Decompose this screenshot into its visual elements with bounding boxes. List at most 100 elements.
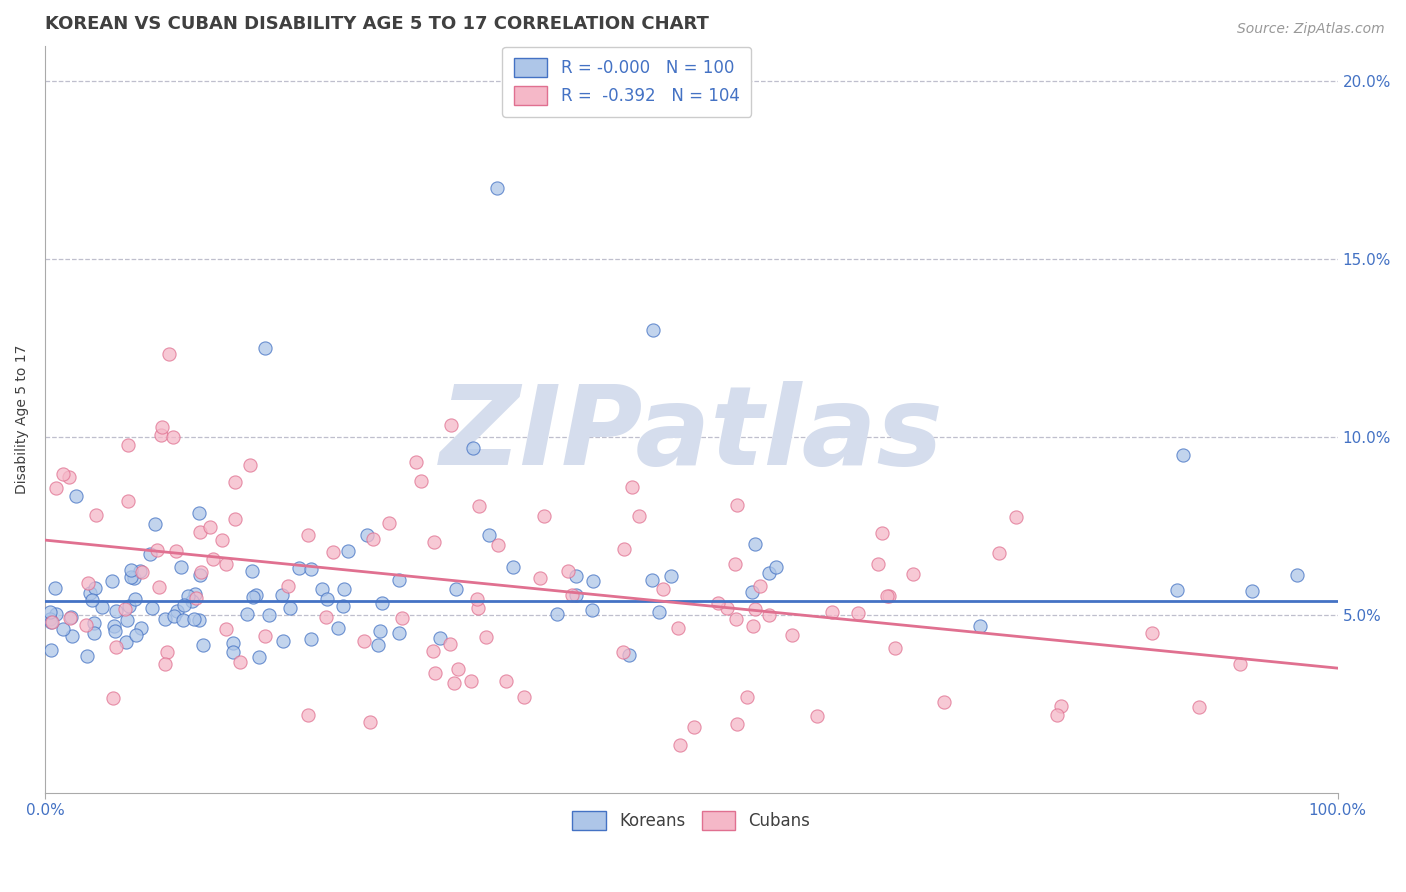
Y-axis label: Disability Age 5 to 17: Disability Age 5 to 17 xyxy=(15,344,30,494)
Point xyxy=(172,613,194,627)
Point xyxy=(117,494,139,508)
Text: Source: ZipAtlas.com: Source: ZipAtlas.com xyxy=(1237,22,1385,37)
Point xyxy=(846,606,869,620)
Point xyxy=(188,506,211,520)
Point xyxy=(513,690,536,704)
Point xyxy=(356,528,378,542)
Point xyxy=(45,481,67,495)
Point xyxy=(188,524,211,539)
Point xyxy=(478,528,501,542)
Point xyxy=(617,648,640,662)
Point xyxy=(669,738,692,752)
Point xyxy=(242,591,264,605)
Point xyxy=(120,570,142,584)
Point xyxy=(222,636,245,650)
Point xyxy=(114,635,136,649)
Point xyxy=(661,568,683,582)
Point xyxy=(423,665,446,680)
Point xyxy=(221,644,243,658)
Point xyxy=(183,612,205,626)
Point xyxy=(468,499,491,513)
Point xyxy=(1171,448,1194,462)
Point xyxy=(128,564,150,578)
Point xyxy=(131,566,153,580)
Point xyxy=(495,673,517,688)
Point xyxy=(235,607,257,622)
Point xyxy=(359,714,381,729)
Point xyxy=(440,417,463,432)
Point xyxy=(187,614,209,628)
Point xyxy=(115,613,138,627)
Point xyxy=(443,676,465,690)
Point xyxy=(103,618,125,632)
Point xyxy=(180,593,202,607)
Point xyxy=(744,537,766,551)
Point xyxy=(581,603,603,617)
Point xyxy=(41,615,63,629)
Point xyxy=(332,582,354,597)
Point xyxy=(872,526,894,541)
Point xyxy=(215,558,238,572)
Point xyxy=(202,552,225,566)
Point xyxy=(139,547,162,561)
Point xyxy=(620,480,643,494)
Point xyxy=(83,625,105,640)
Point xyxy=(75,618,97,632)
Point xyxy=(124,591,146,606)
Point xyxy=(125,628,148,642)
Point xyxy=(215,623,238,637)
Legend: Koreans, Cubans: Koreans, Cubans xyxy=(565,804,817,837)
Point xyxy=(744,602,766,616)
Point xyxy=(546,607,568,621)
Point xyxy=(1140,626,1163,640)
Point xyxy=(446,582,468,596)
Point xyxy=(467,600,489,615)
Point xyxy=(409,474,432,488)
Point xyxy=(371,596,394,610)
Point xyxy=(1188,700,1211,714)
Point xyxy=(163,608,186,623)
Point xyxy=(725,716,748,731)
Point xyxy=(353,634,375,648)
Point xyxy=(76,648,98,663)
Point xyxy=(748,579,770,593)
Point xyxy=(367,638,389,652)
Point xyxy=(724,612,747,626)
Point xyxy=(271,588,294,602)
Text: KOREAN VS CUBAN DISABILITY AGE 5 TO 17 CORRELATION CHART: KOREAN VS CUBAN DISABILITY AGE 5 TO 17 C… xyxy=(45,15,709,33)
Point xyxy=(565,569,588,583)
Point xyxy=(765,559,787,574)
Point xyxy=(901,566,924,581)
Point xyxy=(157,346,180,360)
Point xyxy=(429,632,451,646)
Point xyxy=(153,612,176,626)
Point xyxy=(1286,567,1309,582)
Point xyxy=(83,582,105,596)
Point xyxy=(707,596,730,610)
Point xyxy=(378,516,401,530)
Point xyxy=(557,565,579,579)
Point xyxy=(363,532,385,546)
Point xyxy=(613,541,636,556)
Point xyxy=(79,586,101,600)
Point xyxy=(120,563,142,577)
Point xyxy=(277,579,299,593)
Point xyxy=(247,650,270,665)
Point xyxy=(725,498,748,512)
Point xyxy=(969,619,991,633)
Point xyxy=(683,720,706,734)
Point xyxy=(129,621,152,635)
Point xyxy=(561,588,583,602)
Point xyxy=(326,622,349,636)
Point xyxy=(105,640,128,654)
Point xyxy=(150,420,173,434)
Point xyxy=(627,508,650,523)
Point xyxy=(315,610,337,624)
Point xyxy=(716,601,738,615)
Point xyxy=(193,638,215,652)
Point xyxy=(1166,582,1188,597)
Point xyxy=(423,535,446,549)
Point xyxy=(388,625,411,640)
Point xyxy=(299,562,322,576)
Point xyxy=(742,619,765,633)
